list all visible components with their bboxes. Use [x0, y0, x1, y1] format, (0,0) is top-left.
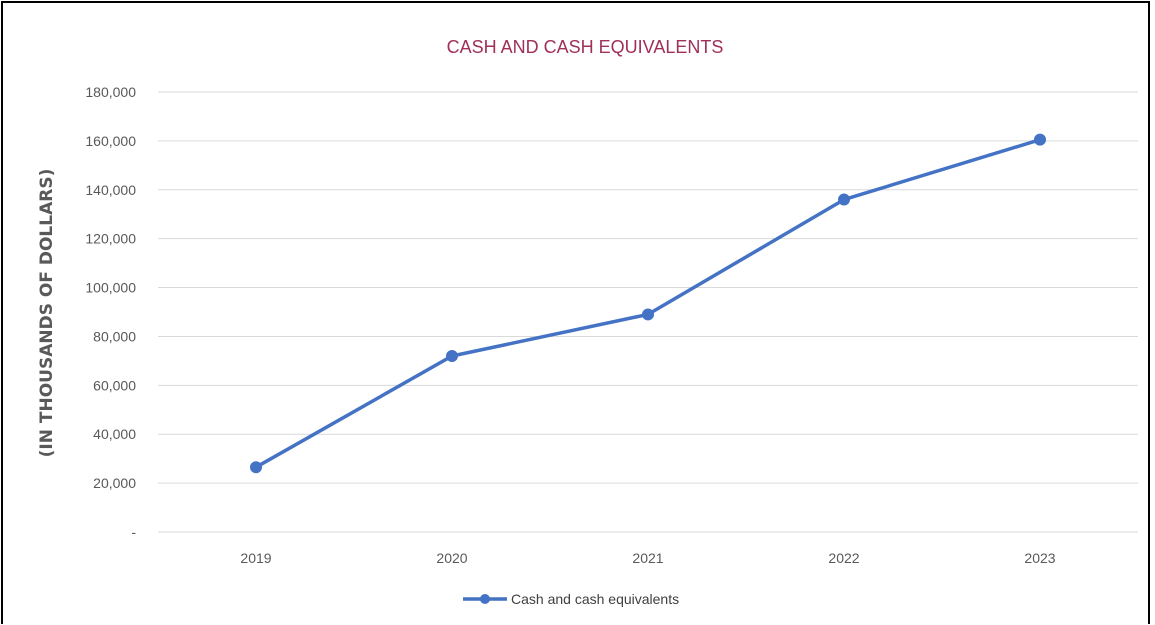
- y-tick-label: 80,000: [93, 328, 136, 344]
- y-tick-label: 120,000: [85, 231, 136, 247]
- x-tick-label: 2021: [632, 550, 663, 566]
- legend-point-marker: [480, 594, 490, 604]
- y-tick-label: 160,000: [85, 133, 136, 149]
- data-point: [838, 193, 850, 206]
- legend: Cash and cash equivalents: [463, 591, 679, 607]
- x-axis-ticks: 2019 2020 2021 2022 2023: [240, 550, 1055, 566]
- y-tick-label: 60,000: [93, 377, 136, 393]
- x-tick-label: 2022: [828, 550, 859, 566]
- y-axis-label: (IN THOUSANDS OF DOLLARS): [37, 169, 57, 458]
- data-point: [1034, 133, 1046, 146]
- series-line: [254, 137, 1042, 469]
- y-tick-label: 100,000: [85, 280, 136, 296]
- x-tick-label: 2023: [1024, 550, 1055, 566]
- legend-label: Cash and cash equivalents: [511, 591, 679, 607]
- y-tick-label: -: [131, 524, 136, 540]
- y-tick-label: 20,000: [93, 475, 136, 491]
- chart-title: CASH AND CASH EQUIVALENTS: [447, 37, 724, 57]
- data-point: [642, 308, 654, 321]
- x-tick-label: 2020: [436, 550, 467, 566]
- y-tick-label: 180,000: [85, 84, 136, 100]
- x-tick-label: 2019: [240, 550, 271, 566]
- data-point: [446, 350, 458, 362]
- y-axis-ticks: - 20,000 40,000 60,000 80,000 100,000 120,000 1…: [85, 84, 136, 540]
- y-tick-label: 40,000: [93, 426, 136, 442]
- data-point: [250, 461, 262, 474]
- gridlines: [158, 91, 1138, 533]
- series-layer: [250, 133, 1046, 474]
- y-tick-label: 140,000: [85, 182, 136, 198]
